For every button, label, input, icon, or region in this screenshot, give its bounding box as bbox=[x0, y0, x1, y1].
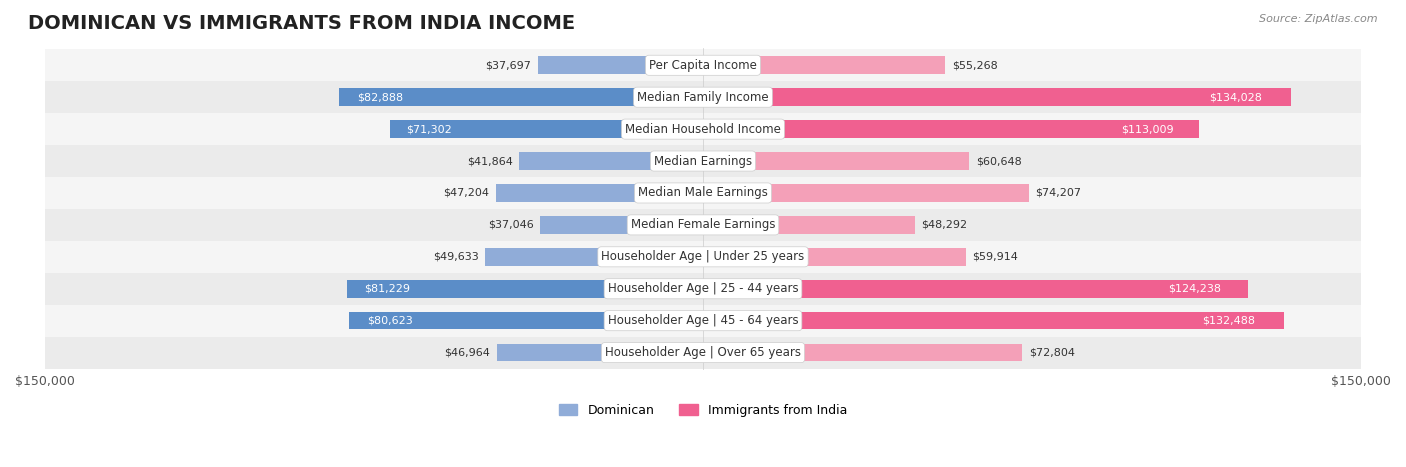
Text: Householder Age | Under 25 years: Householder Age | Under 25 years bbox=[602, 250, 804, 263]
Bar bbox=[45, 305, 1361, 337]
Bar bbox=[703, 88, 1291, 106]
Text: $46,964: $46,964 bbox=[444, 347, 491, 358]
Bar bbox=[703, 280, 1249, 297]
Text: $48,292: $48,292 bbox=[921, 220, 967, 230]
Bar bbox=[703, 184, 1029, 202]
Bar bbox=[496, 184, 703, 202]
Text: Householder Age | 45 - 64 years: Householder Age | 45 - 64 years bbox=[607, 314, 799, 327]
Text: Householder Age | 25 - 44 years: Householder Age | 25 - 44 years bbox=[607, 282, 799, 295]
Bar bbox=[45, 177, 1361, 209]
Bar bbox=[391, 120, 703, 138]
Bar bbox=[703, 120, 1199, 138]
Text: $72,804: $72,804 bbox=[1029, 347, 1076, 358]
Text: DOMINICAN VS IMMIGRANTS FROM INDIA INCOME: DOMINICAN VS IMMIGRANTS FROM INDIA INCOM… bbox=[28, 14, 575, 33]
Bar bbox=[540, 216, 703, 234]
Text: $59,914: $59,914 bbox=[973, 252, 1018, 262]
Text: $37,697: $37,697 bbox=[485, 60, 531, 70]
Bar bbox=[45, 273, 1361, 305]
Bar bbox=[485, 248, 703, 266]
Text: $132,488: $132,488 bbox=[1202, 316, 1256, 325]
Text: Householder Age | Over 65 years: Householder Age | Over 65 years bbox=[605, 346, 801, 359]
Text: $41,864: $41,864 bbox=[467, 156, 513, 166]
Text: $37,046: $37,046 bbox=[488, 220, 534, 230]
Bar bbox=[45, 113, 1361, 145]
Bar bbox=[703, 312, 1284, 329]
Text: $113,009: $113,009 bbox=[1122, 124, 1174, 134]
Text: Median Household Income: Median Household Income bbox=[626, 123, 780, 135]
Text: $81,229: $81,229 bbox=[364, 284, 411, 294]
Text: $80,623: $80,623 bbox=[367, 316, 413, 325]
Bar bbox=[45, 337, 1361, 368]
Text: Median Family Income: Median Family Income bbox=[637, 91, 769, 104]
Bar bbox=[45, 145, 1361, 177]
Text: Source: ZipAtlas.com: Source: ZipAtlas.com bbox=[1260, 14, 1378, 24]
Text: $74,207: $74,207 bbox=[1035, 188, 1081, 198]
Text: $49,633: $49,633 bbox=[433, 252, 478, 262]
Bar bbox=[703, 344, 1022, 361]
Text: Median Female Earnings: Median Female Earnings bbox=[631, 219, 775, 231]
Text: $47,204: $47,204 bbox=[443, 188, 489, 198]
Text: $71,302: $71,302 bbox=[406, 124, 451, 134]
Bar bbox=[703, 248, 966, 266]
Text: Median Earnings: Median Earnings bbox=[654, 155, 752, 168]
Bar bbox=[45, 81, 1361, 113]
Text: $55,268: $55,268 bbox=[952, 60, 998, 70]
Bar bbox=[519, 152, 703, 170]
Bar bbox=[537, 57, 703, 74]
Bar bbox=[703, 57, 945, 74]
Text: Per Capita Income: Per Capita Income bbox=[650, 59, 756, 72]
Text: $60,648: $60,648 bbox=[976, 156, 1021, 166]
Bar bbox=[339, 88, 703, 106]
Bar bbox=[703, 216, 915, 234]
Bar bbox=[496, 344, 703, 361]
Bar bbox=[45, 209, 1361, 241]
Text: $82,888: $82,888 bbox=[357, 92, 404, 102]
Bar bbox=[703, 152, 969, 170]
Bar bbox=[45, 241, 1361, 273]
Bar bbox=[349, 312, 703, 329]
Text: Median Male Earnings: Median Male Earnings bbox=[638, 186, 768, 199]
Text: $134,028: $134,028 bbox=[1209, 92, 1261, 102]
Text: $124,238: $124,238 bbox=[1168, 284, 1220, 294]
Bar bbox=[45, 50, 1361, 81]
Legend: Dominican, Immigrants from India: Dominican, Immigrants from India bbox=[554, 399, 852, 422]
Bar bbox=[347, 280, 703, 297]
